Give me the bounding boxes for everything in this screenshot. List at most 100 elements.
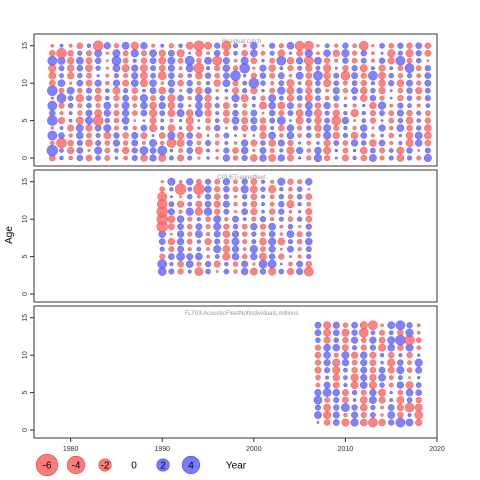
bubble-point xyxy=(424,79,432,87)
bubble-point xyxy=(359,321,368,330)
bubble-point xyxy=(313,109,322,118)
bubble-point xyxy=(67,139,74,147)
bubble-point xyxy=(49,109,56,117)
bubble-point xyxy=(187,216,193,222)
bubble-point xyxy=(167,215,176,223)
bubble-point xyxy=(379,110,385,116)
bubble-point xyxy=(333,103,339,109)
bubble-point xyxy=(149,101,157,110)
bubble-point xyxy=(241,223,248,230)
bubble-point xyxy=(406,95,413,101)
bubble-point xyxy=(360,124,368,132)
bubble-point xyxy=(95,65,101,71)
legend-bubble xyxy=(181,455,201,475)
bubble-point xyxy=(149,147,157,154)
bubble-point xyxy=(270,179,275,184)
bubble-point xyxy=(178,89,183,93)
bubble-point xyxy=(332,358,341,367)
bubble-point xyxy=(214,208,221,215)
bubble-point xyxy=(415,389,422,396)
bubble-point xyxy=(188,104,192,108)
bubble-point xyxy=(140,57,148,64)
bubble-point xyxy=(314,329,322,337)
bubble-point xyxy=(331,115,342,126)
y-tick-label: 5 xyxy=(22,391,29,395)
bubble-point xyxy=(241,154,248,162)
bubble-point xyxy=(131,147,138,154)
bubble-point xyxy=(130,79,139,87)
bubble-point xyxy=(332,321,340,329)
bubble-point xyxy=(417,353,421,357)
bubble-point xyxy=(379,42,385,49)
bubble-point xyxy=(123,73,129,79)
bubble-point xyxy=(415,87,423,95)
bubble-point xyxy=(122,140,129,146)
bubble-point xyxy=(176,230,185,238)
bubble-point xyxy=(250,208,258,216)
bubble-point xyxy=(85,109,93,117)
bubble-point xyxy=(278,80,285,87)
bubble-point xyxy=(259,154,267,162)
bubble-point xyxy=(66,86,75,95)
bubble-point xyxy=(213,50,221,57)
bubble-point xyxy=(160,43,165,48)
bubble-point xyxy=(223,193,230,200)
bubble-point xyxy=(250,154,258,162)
legend-bubble xyxy=(156,458,170,472)
bubble-point xyxy=(259,72,267,79)
bubble-point xyxy=(360,146,368,155)
bubble-point xyxy=(186,178,194,186)
bubble-point xyxy=(406,322,413,329)
bubble-point xyxy=(352,155,357,161)
bubble-point xyxy=(296,186,303,192)
bubble-point xyxy=(378,101,387,110)
bubble-point xyxy=(231,252,240,261)
bubble-point xyxy=(168,223,175,230)
bubble-point xyxy=(94,109,102,117)
bubble-point xyxy=(113,73,119,79)
bubble-point xyxy=(360,366,368,374)
bubble-point xyxy=(86,72,92,79)
bubble-point xyxy=(167,124,175,132)
bubble-point xyxy=(277,86,286,95)
bubble-point xyxy=(378,396,386,404)
bubble-point xyxy=(359,396,368,404)
bubble-point xyxy=(174,183,187,195)
bubble-point xyxy=(94,79,102,87)
bubble-point xyxy=(214,103,220,109)
bubble-point xyxy=(214,140,220,146)
bubble-point xyxy=(342,133,348,139)
bubble-point xyxy=(316,141,320,145)
bubble-point xyxy=(242,201,248,207)
bubble-point xyxy=(140,64,148,73)
bubble-point xyxy=(380,323,384,327)
bubble-point xyxy=(286,146,295,155)
bubble-point xyxy=(186,87,193,94)
bubble-point xyxy=(159,186,165,192)
bubble-point xyxy=(77,103,83,109)
bubble-point xyxy=(323,124,331,132)
bubble-point xyxy=(416,80,422,86)
bubble-point xyxy=(196,178,202,185)
bubble-point xyxy=(306,201,312,207)
bubble-point xyxy=(333,404,340,411)
bubble-point xyxy=(121,101,130,110)
bubble-point xyxy=(342,147,349,154)
bubble-point xyxy=(371,44,375,48)
bubble-point xyxy=(95,133,101,138)
bubble-point xyxy=(278,95,284,101)
bubble-point xyxy=(195,132,202,139)
bubble-point xyxy=(287,216,294,222)
bubble-point xyxy=(215,270,219,273)
bubble-point xyxy=(69,81,73,85)
bubble-point xyxy=(241,208,248,216)
bubble-point xyxy=(370,330,376,336)
bubble-point xyxy=(206,51,210,56)
bubble-point xyxy=(387,336,396,345)
bubble-point xyxy=(104,147,111,154)
bubble-point xyxy=(214,65,221,72)
bubble-point xyxy=(286,131,295,140)
bubble-point xyxy=(323,146,332,155)
bubble-point xyxy=(378,57,386,64)
bubble-point xyxy=(224,261,229,267)
